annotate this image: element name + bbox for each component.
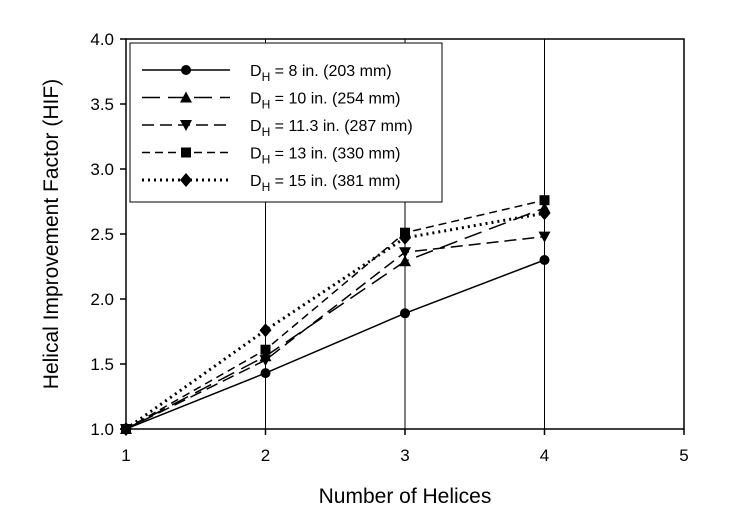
x-tick-label: 2 bbox=[261, 446, 270, 465]
y-tick-label: 2.0 bbox=[90, 290, 114, 309]
y-tick-label: 3.5 bbox=[90, 95, 114, 114]
legend-marker bbox=[180, 173, 192, 187]
legend-label: DH = 10 in. (254 mm) bbox=[250, 91, 401, 112]
data-point bbox=[400, 308, 410, 319]
legend-entry-1: DH = 8 in. (203 mm) bbox=[142, 63, 392, 84]
series-line bbox=[125, 207, 545, 430]
legend-marker bbox=[180, 91, 192, 103]
legend-entry-2: DH = 10 in. (254 mm) bbox=[142, 91, 401, 112]
series-1 bbox=[121, 255, 550, 434]
legend-entry-5: DH = 15 in. (381 mm) bbox=[142, 173, 401, 194]
x-axis-label: Number of Helices bbox=[319, 485, 492, 508]
series-line bbox=[125, 235, 545, 430]
axis-ticks: 1 2 3 4 5 1.0 1.5 2.0 2.5 3.0 3.5 4.0 bbox=[90, 30, 688, 465]
data-point bbox=[260, 368, 271, 379]
series-5 bbox=[120, 206, 551, 436]
y-tick-label: 1.5 bbox=[90, 355, 114, 374]
legend: DH = 8 in. (203 mm) DH = 10 in. (254 mm) D… bbox=[129, 42, 443, 203]
series-line bbox=[125, 211, 545, 431]
data-point bbox=[538, 206, 551, 221]
legend-entry-4: DH = 13 in. (330 mm) bbox=[142, 146, 401, 167]
x-tick-label: 1 bbox=[121, 446, 130, 465]
y-tick-label: 3.0 bbox=[90, 160, 114, 179]
data-point bbox=[399, 230, 411, 245]
data-point bbox=[399, 247, 411, 259]
y-axis-label: Helical Improvement Factor (HIF) bbox=[40, 79, 63, 389]
legend-marker bbox=[181, 147, 191, 158]
x-tick-label: 4 bbox=[540, 446, 549, 465]
legend-label: DH = 13 in. (330 mm) bbox=[250, 146, 401, 167]
series-3 bbox=[120, 231, 551, 435]
legend-entry-3: DH = 11.3 in. (287 mm) bbox=[142, 118, 413, 139]
y-tick-label: 1.0 bbox=[90, 420, 114, 439]
data-point bbox=[399, 255, 411, 267]
series-line bbox=[125, 199, 545, 430]
legend-label: DH = 8 in. (203 mm) bbox=[250, 63, 392, 84]
legend-marker bbox=[180, 120, 192, 131]
y-tick-label: 2.5 bbox=[90, 225, 114, 244]
data-point bbox=[538, 231, 551, 243]
y-tick-label: 4.0 bbox=[90, 30, 114, 49]
series-lines bbox=[120, 195, 551, 436]
data-point bbox=[539, 195, 550, 206]
x-tick-label: 5 bbox=[679, 446, 688, 465]
data-point bbox=[120, 422, 132, 436]
data-point bbox=[539, 255, 550, 265]
x-tick-label: 3 bbox=[400, 446, 409, 465]
series-line bbox=[125, 259, 545, 430]
legend-label: DH = 11.3 in. (287 mm) bbox=[250, 118, 413, 139]
data-point bbox=[260, 344, 271, 355]
data-point bbox=[259, 355, 272, 367]
legend-marker bbox=[181, 65, 191, 75]
data-point bbox=[259, 323, 272, 338]
series-2 bbox=[120, 202, 551, 434]
legend-label: DH = 15 in. (381 mm) bbox=[250, 173, 401, 194]
